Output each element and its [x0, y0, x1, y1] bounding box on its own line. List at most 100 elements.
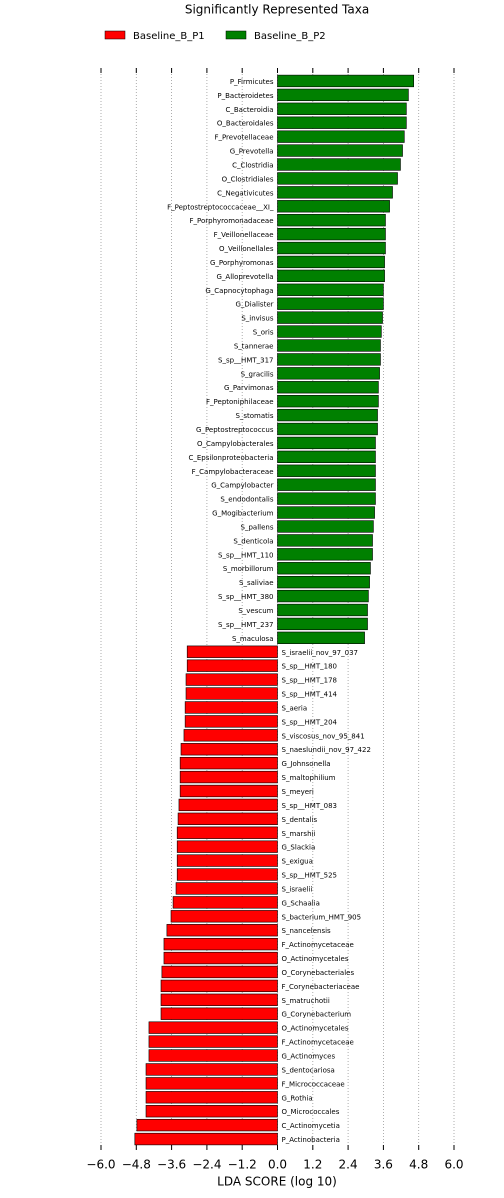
bar [176, 840, 278, 853]
bar [277, 589, 369, 603]
bar [176, 868, 278, 881]
category-label: S_morbillorum [223, 565, 274, 573]
bar [277, 603, 368, 617]
category-label: O_Clostridiales [222, 175, 274, 183]
bar [277, 395, 379, 408]
bar [176, 826, 278, 839]
bar [148, 1021, 278, 1034]
category-label: F_Campylobacteraceae [192, 468, 274, 476]
bar [277, 311, 383, 324]
x-tick-label: −6.0 [86, 1158, 115, 1172]
category-label: S_sp__HMT_110 [218, 551, 273, 559]
bar [145, 1091, 278, 1104]
x-tick-label: 3.6 [374, 1158, 393, 1172]
bar [277, 381, 379, 394]
bar [277, 88, 409, 102]
category-label: S_bacterium_HMT_905 [282, 913, 362, 921]
category-label: F_Micrococcaceae [282, 1080, 345, 1088]
x-tick-label: 4.8 [409, 1158, 428, 1172]
bar [172, 896, 278, 909]
bar [148, 1035, 278, 1048]
category-label: S_denticola [233, 537, 273, 545]
legend-swatch [104, 30, 126, 40]
bar [277, 200, 390, 213]
category-label: S_matruchotii [282, 997, 330, 1005]
category-label: S_tannerae [234, 342, 274, 350]
category-label: S_vescum [238, 607, 273, 615]
bar [136, 1118, 278, 1132]
bar [277, 436, 376, 450]
category-label: S_sp__HMT_180 [282, 663, 337, 671]
category-label: O_Veillonellales [219, 245, 274, 253]
category-label: G_Corynebacterium [282, 1011, 352, 1019]
bar [277, 297, 384, 310]
bar [277, 422, 378, 436]
category-label: G_Porphyromonas [210, 259, 274, 267]
category-label: S_endodontalis [220, 496, 273, 504]
x-tick-label: 6.0 [444, 1158, 463, 1172]
category-label: G_Capnocytophaga [205, 287, 273, 295]
bar [184, 715, 278, 728]
bar [179, 770, 278, 784]
bar [161, 965, 278, 979]
category-label: G_Rothia [282, 1094, 313, 1102]
category-label: S_exigua [282, 858, 313, 866]
bar [277, 116, 407, 129]
x-axis-label: LDA SCORE (log 10) [217, 1175, 337, 1189]
bar [148, 1049, 278, 1062]
category-label: S_pallens [241, 523, 274, 531]
bar [277, 520, 374, 533]
x-tick-label: 1.2 [303, 1158, 322, 1172]
bar [185, 687, 278, 700]
bar [175, 882, 278, 895]
bar [277, 631, 365, 644]
category-label: S_sp__HMT_204 [282, 718, 338, 726]
category-label: G_Actinomyces [282, 1053, 336, 1061]
bar [277, 241, 386, 255]
category-label: G_Dialister [235, 301, 273, 309]
bar [277, 408, 378, 422]
category-label: C_Bacteroidia [225, 106, 273, 114]
category-label: C_Actinomycetia [282, 1122, 340, 1130]
category-label: G_Johnsonella [282, 760, 331, 768]
category-label: S_naeslundii_nov_97_422 [282, 746, 371, 754]
category-label: C_Negativicutes [217, 189, 274, 197]
bar [277, 255, 385, 269]
category-label: S_sp__HMT_317 [218, 356, 273, 364]
bar [277, 74, 414, 88]
category-label: G_Parvimonas [224, 384, 274, 392]
bar [277, 464, 376, 477]
bar [277, 325, 382, 338]
bar [277, 478, 376, 491]
category-label: G_Prevotella [230, 148, 274, 156]
x-tick-label: −2.4 [192, 1158, 221, 1172]
category-label: S_sp__HMT_178 [282, 677, 337, 685]
category-label: S_invisus [241, 315, 273, 323]
bar [160, 1007, 278, 1020]
bar [163, 937, 278, 951]
bar [277, 506, 375, 519]
category-label: S_sp__HMT_525 [282, 872, 337, 880]
category-label: G_Mogibacterium [212, 510, 274, 518]
bar [277, 214, 386, 227]
bar [277, 269, 385, 283]
category-label: F_Peptoniphilaceae [206, 398, 273, 406]
bar [134, 1132, 278, 1146]
category-label: O_Actinomycetales [282, 1025, 349, 1033]
category-label: S_aeria [282, 704, 308, 712]
bar [277, 227, 386, 241]
bar [163, 951, 278, 965]
bar [277, 130, 405, 143]
bar [277, 144, 403, 157]
bar [277, 534, 373, 547]
category-label: S_sp__HMT_237 [218, 621, 273, 629]
category-label: F_Actinomycetaceae [282, 1039, 354, 1047]
category-label: G_Schaalia [282, 899, 320, 907]
bar [277, 102, 407, 115]
bar [145, 1077, 278, 1090]
bar [277, 576, 370, 589]
category-label: G_Peptostreptococcus [196, 426, 274, 434]
bar [185, 673, 278, 686]
category-label: O_Micrococcales [282, 1108, 340, 1116]
